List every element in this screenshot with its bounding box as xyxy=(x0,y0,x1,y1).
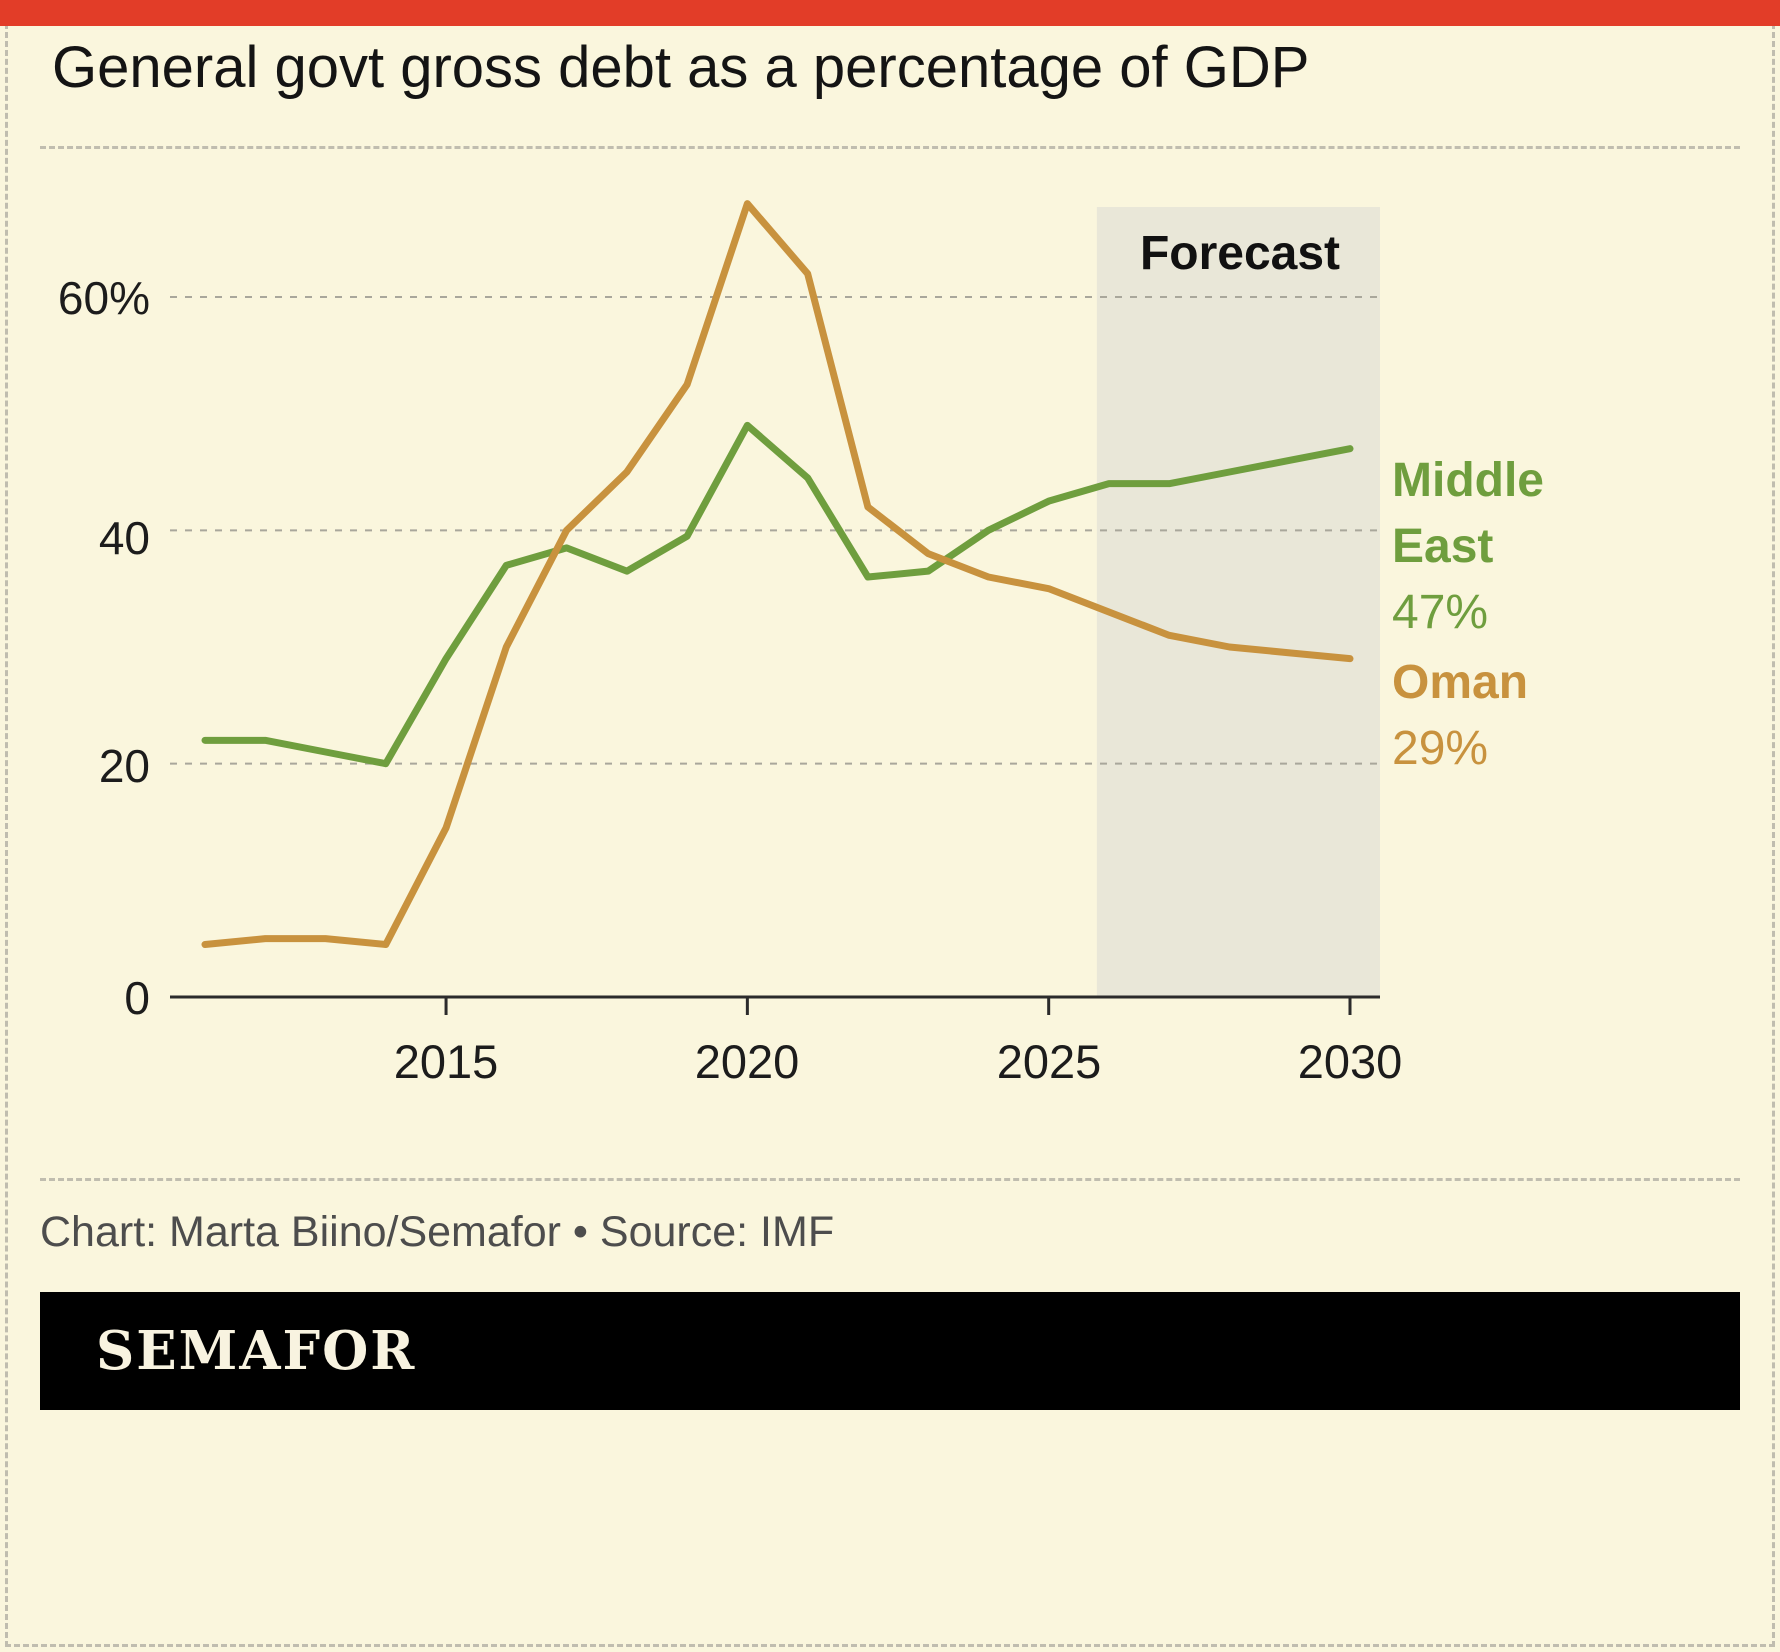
oman-line xyxy=(201,200,1354,948)
series-value-oman: 29% xyxy=(1392,722,1489,775)
credit-line: Chart: Marta Biino/Semafor • Source: IMF xyxy=(40,1208,835,1256)
series-label-oman: Oman xyxy=(1392,656,1529,709)
title-divider xyxy=(40,146,1740,149)
brand-logo: SEMAFOR xyxy=(96,1320,417,1382)
brand-banner: SEMAFOR xyxy=(40,1292,1740,1410)
series-value-middle-east: 47% xyxy=(1392,586,1489,639)
x-axis-label-2020: 2020 xyxy=(694,1035,800,1088)
y-axis-label-20: 20 xyxy=(98,740,150,792)
top-accent-bar xyxy=(0,0,1780,26)
y-axis-label-60: 60% xyxy=(57,272,150,324)
x-axis-label-2025: 2025 xyxy=(996,1035,1102,1088)
y-axis-label-0: 0 xyxy=(124,972,150,1024)
x-axis-label-2015: 2015 xyxy=(393,1035,499,1088)
forecast-label: Forecast xyxy=(1139,227,1341,280)
series-label-middle-east: Middle East xyxy=(1392,454,1544,573)
page-title: General govt gross debt as a percentage … xyxy=(52,35,1310,100)
middle-east-line xyxy=(201,421,1354,768)
series-legend: Middle East 47% Oman 29% xyxy=(1392,448,1612,782)
footer-divider xyxy=(40,1178,1740,1181)
forecast-band xyxy=(1096,207,1380,997)
x-axis-label-2030: 2030 xyxy=(1297,1035,1403,1088)
y-axis-label-40: 40 xyxy=(98,512,150,564)
